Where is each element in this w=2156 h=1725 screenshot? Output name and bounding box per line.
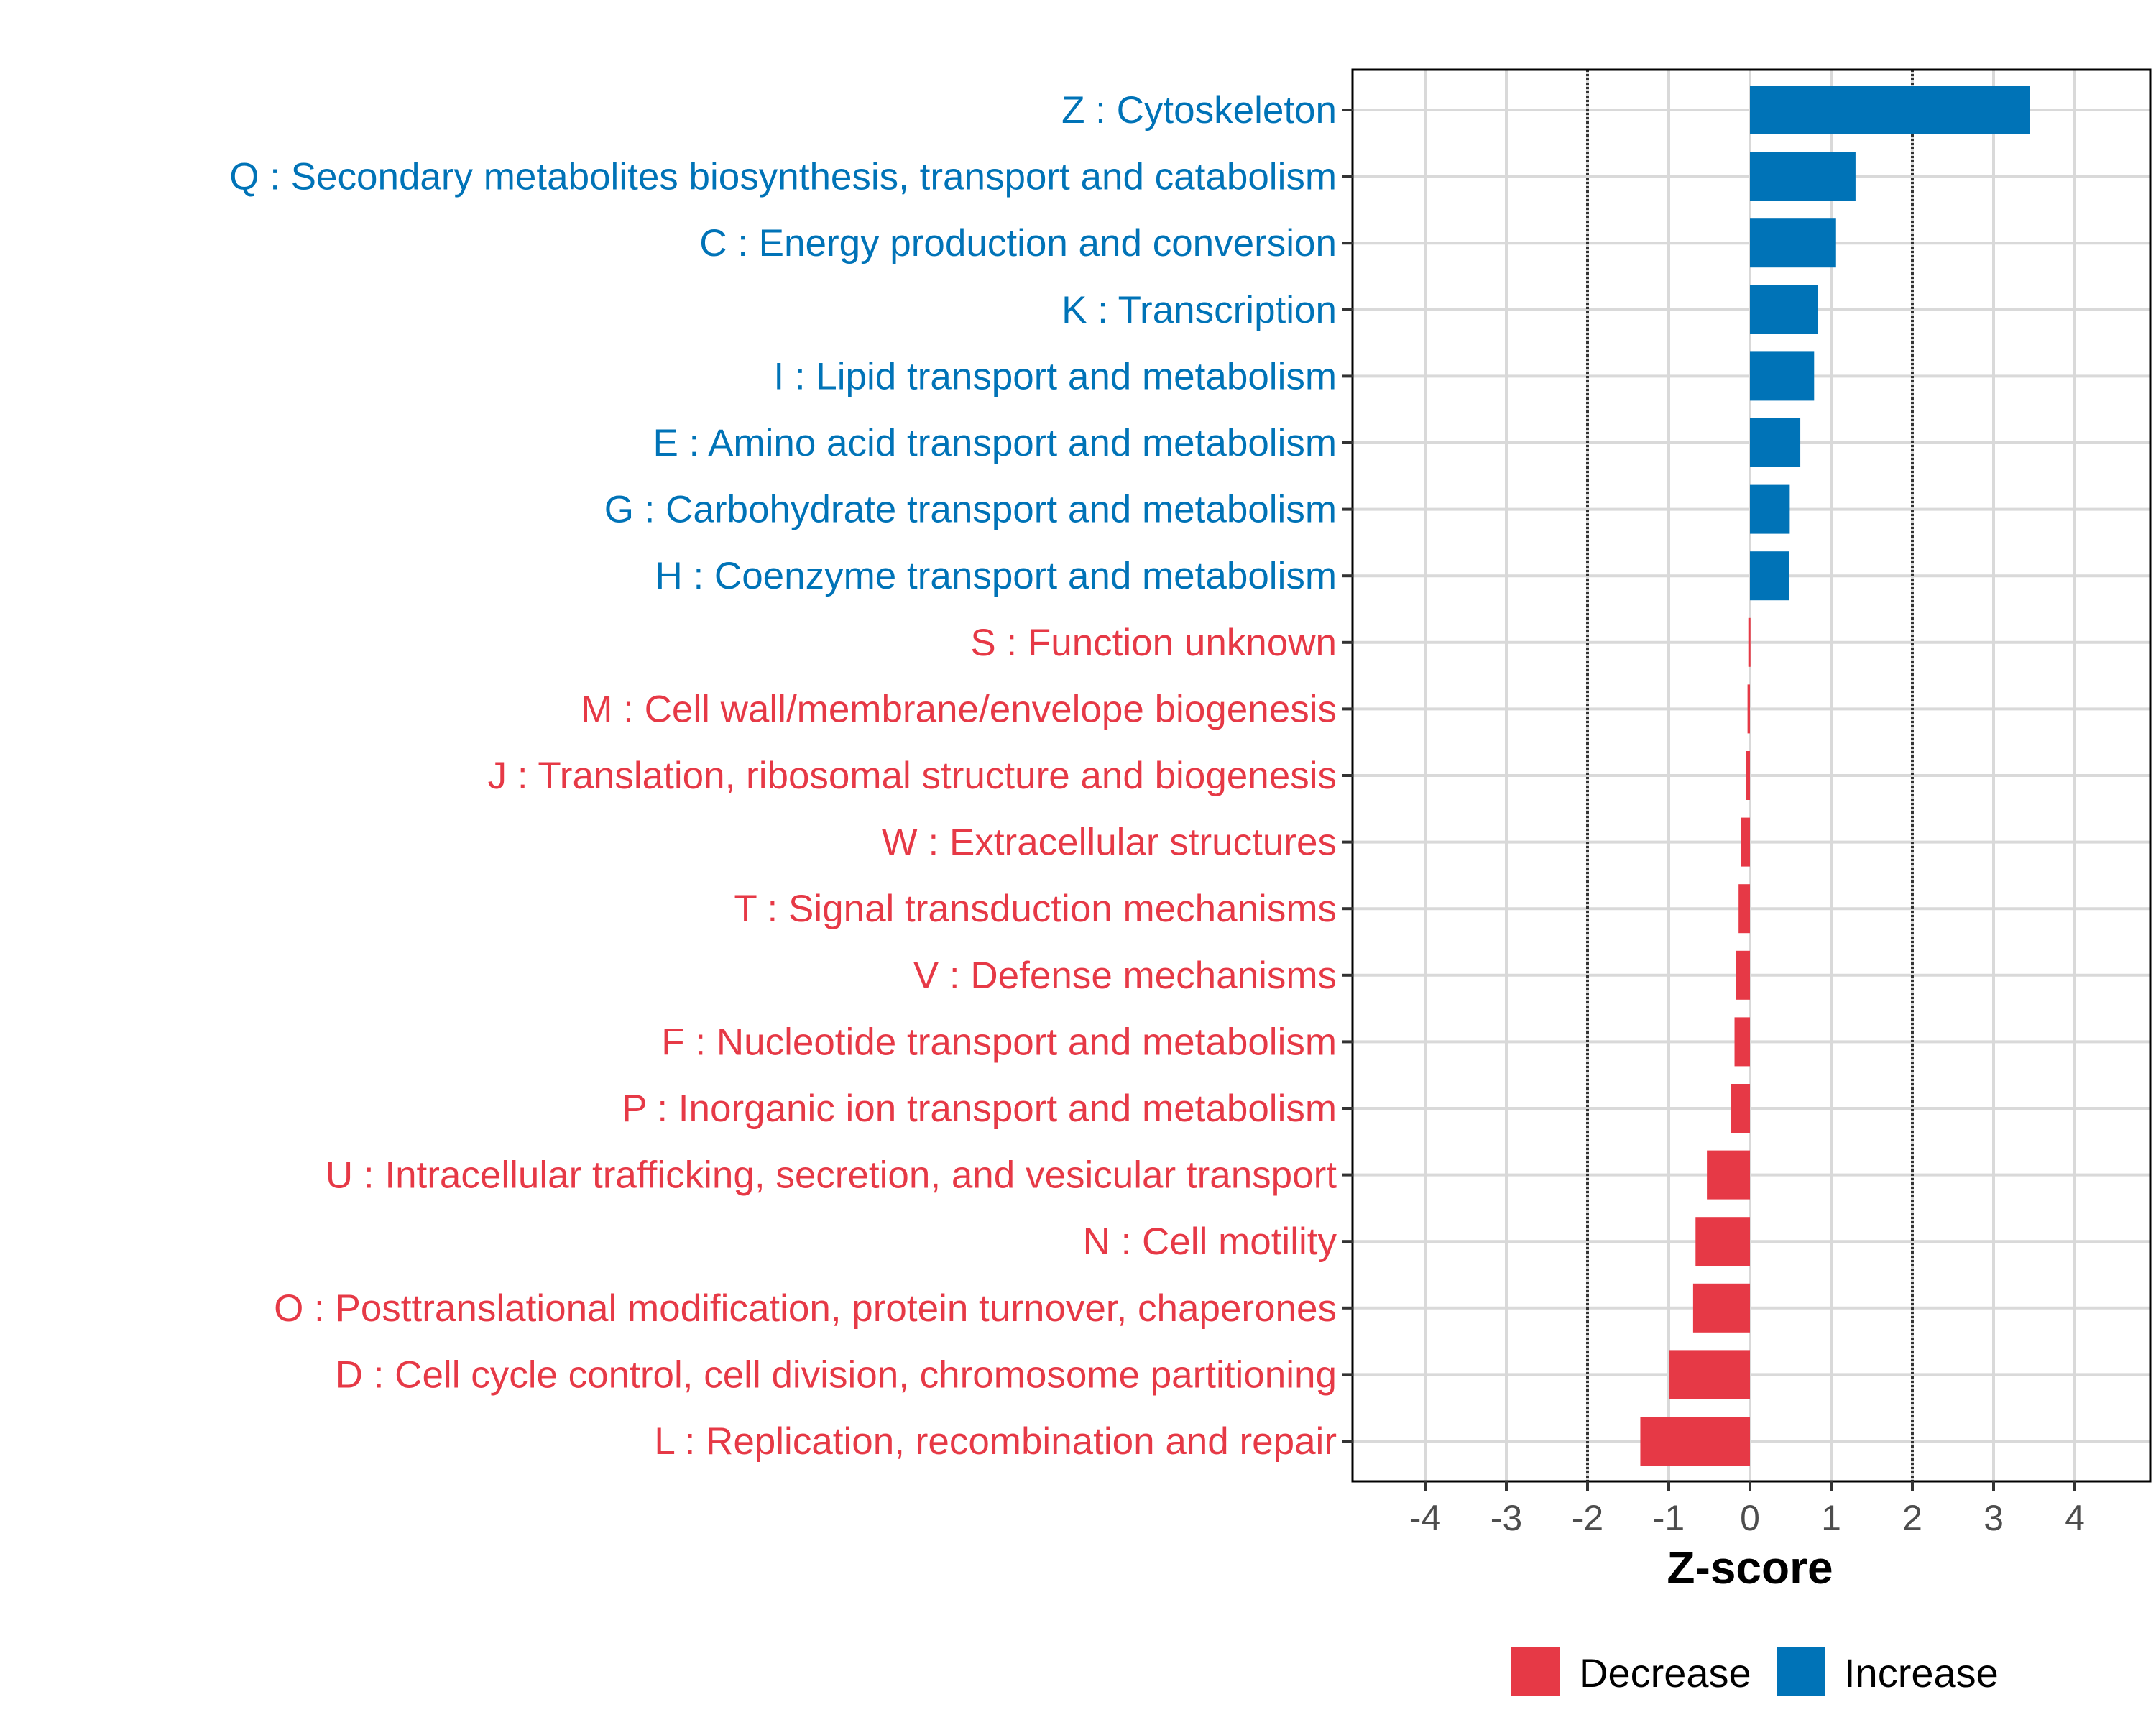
bar: [1750, 551, 1789, 601]
legend-label-decrease: Decrease: [1579, 1650, 1751, 1696]
category-label: O : Posttranslational modification, prot…: [274, 1287, 1337, 1330]
bar: [1748, 617, 1751, 667]
x-tick-label: 2: [1902, 1498, 1922, 1538]
category-label: P : Inorganic ion transport and metaboli…: [622, 1087, 1337, 1130]
bar: [1738, 884, 1750, 934]
category-label: E : Amino acid transport and metabolism: [653, 422, 1337, 464]
x-tick-label: 3: [1984, 1498, 2004, 1538]
legend-swatch-decrease: [1511, 1647, 1560, 1696]
bar: [1707, 1150, 1750, 1200]
x-tick-label: -2: [1572, 1498, 1603, 1538]
bar: [1750, 418, 1801, 467]
x-tick-label: 0: [1740, 1498, 1760, 1538]
bar: [1736, 950, 1750, 1000]
x-tick-label: -3: [1491, 1498, 1522, 1538]
x-axis: -4 -3 -2 -1 0 1 2 3 4: [1409, 1481, 2085, 1538]
category-label: W : Extracellular structures: [882, 822, 1337, 864]
bar: [1747, 684, 1750, 734]
category-label: F : Nucleotide transport and metabolism: [661, 1021, 1337, 1063]
x-tick-label: 1: [1821, 1498, 1841, 1538]
category-label: N : Cell motility: [1083, 1220, 1337, 1263]
category-label: J : Translation, ribosomal structure and…: [488, 755, 1337, 797]
x-tick-label: -4: [1409, 1498, 1441, 1538]
category-label: Q : Secondary metabolites biosynthesis, …: [229, 156, 1337, 198]
category-label: U : Intracellular trafficking, secretion…: [326, 1154, 1337, 1197]
category-label: S : Function unknown: [970, 622, 1337, 664]
y-axis: Z : Cytoskeleton Q : Secondary metabolite…: [229, 89, 1353, 1463]
category-label: I : Lipid transport and metabolism: [773, 355, 1337, 397]
bar: [1750, 152, 1856, 201]
legend-label-increase: Increase: [1844, 1650, 1999, 1696]
bar: [1731, 1084, 1750, 1133]
bar: [1750, 86, 2030, 134]
bar: [1750, 285, 1818, 334]
category-label: K : Transcription: [1061, 289, 1337, 331]
category-label: L : Replication, recombination and repai…: [654, 1420, 1337, 1463]
x-tick-label: -1: [1653, 1498, 1685, 1538]
x-tick-label: 4: [2065, 1498, 2085, 1538]
bar: [1741, 817, 1750, 867]
bar: [1734, 1017, 1750, 1067]
bar: [1669, 1350, 1750, 1399]
bars: [1640, 86, 2030, 1466]
category-label: C : Energy production and conversion: [699, 222, 1337, 264]
bar: [1692, 1283, 1750, 1333]
bar: [1746, 751, 1750, 800]
category-label: V : Defense mechanisms: [913, 954, 1337, 997]
category-label: T : Signal transduction mechanisms: [734, 888, 1337, 930]
category-label: Z : Cytoskeleton: [1061, 89, 1337, 132]
bar: [1750, 218, 1836, 268]
legend-swatch-increase: [1777, 1647, 1825, 1696]
x-axis-title: Z-score: [1667, 1542, 1833, 1593]
category-label: H : Coenzyme transport and metabolism: [655, 555, 1337, 597]
bar: [1695, 1217, 1750, 1266]
bar: [1750, 351, 1815, 401]
grid-layer: [1353, 70, 2150, 1481]
bar: [1640, 1417, 1750, 1466]
category-label: D : Cell cycle control, cell division, c…: [336, 1353, 1337, 1396]
category-label: G : Carbohydrate transport and metabolis…: [604, 489, 1337, 531]
bar: [1750, 484, 1790, 534]
category-label: M : Cell wall/membrane/envelope biogenes…: [581, 688, 1337, 730]
legend: Decrease Increase: [1511, 1647, 1999, 1696]
